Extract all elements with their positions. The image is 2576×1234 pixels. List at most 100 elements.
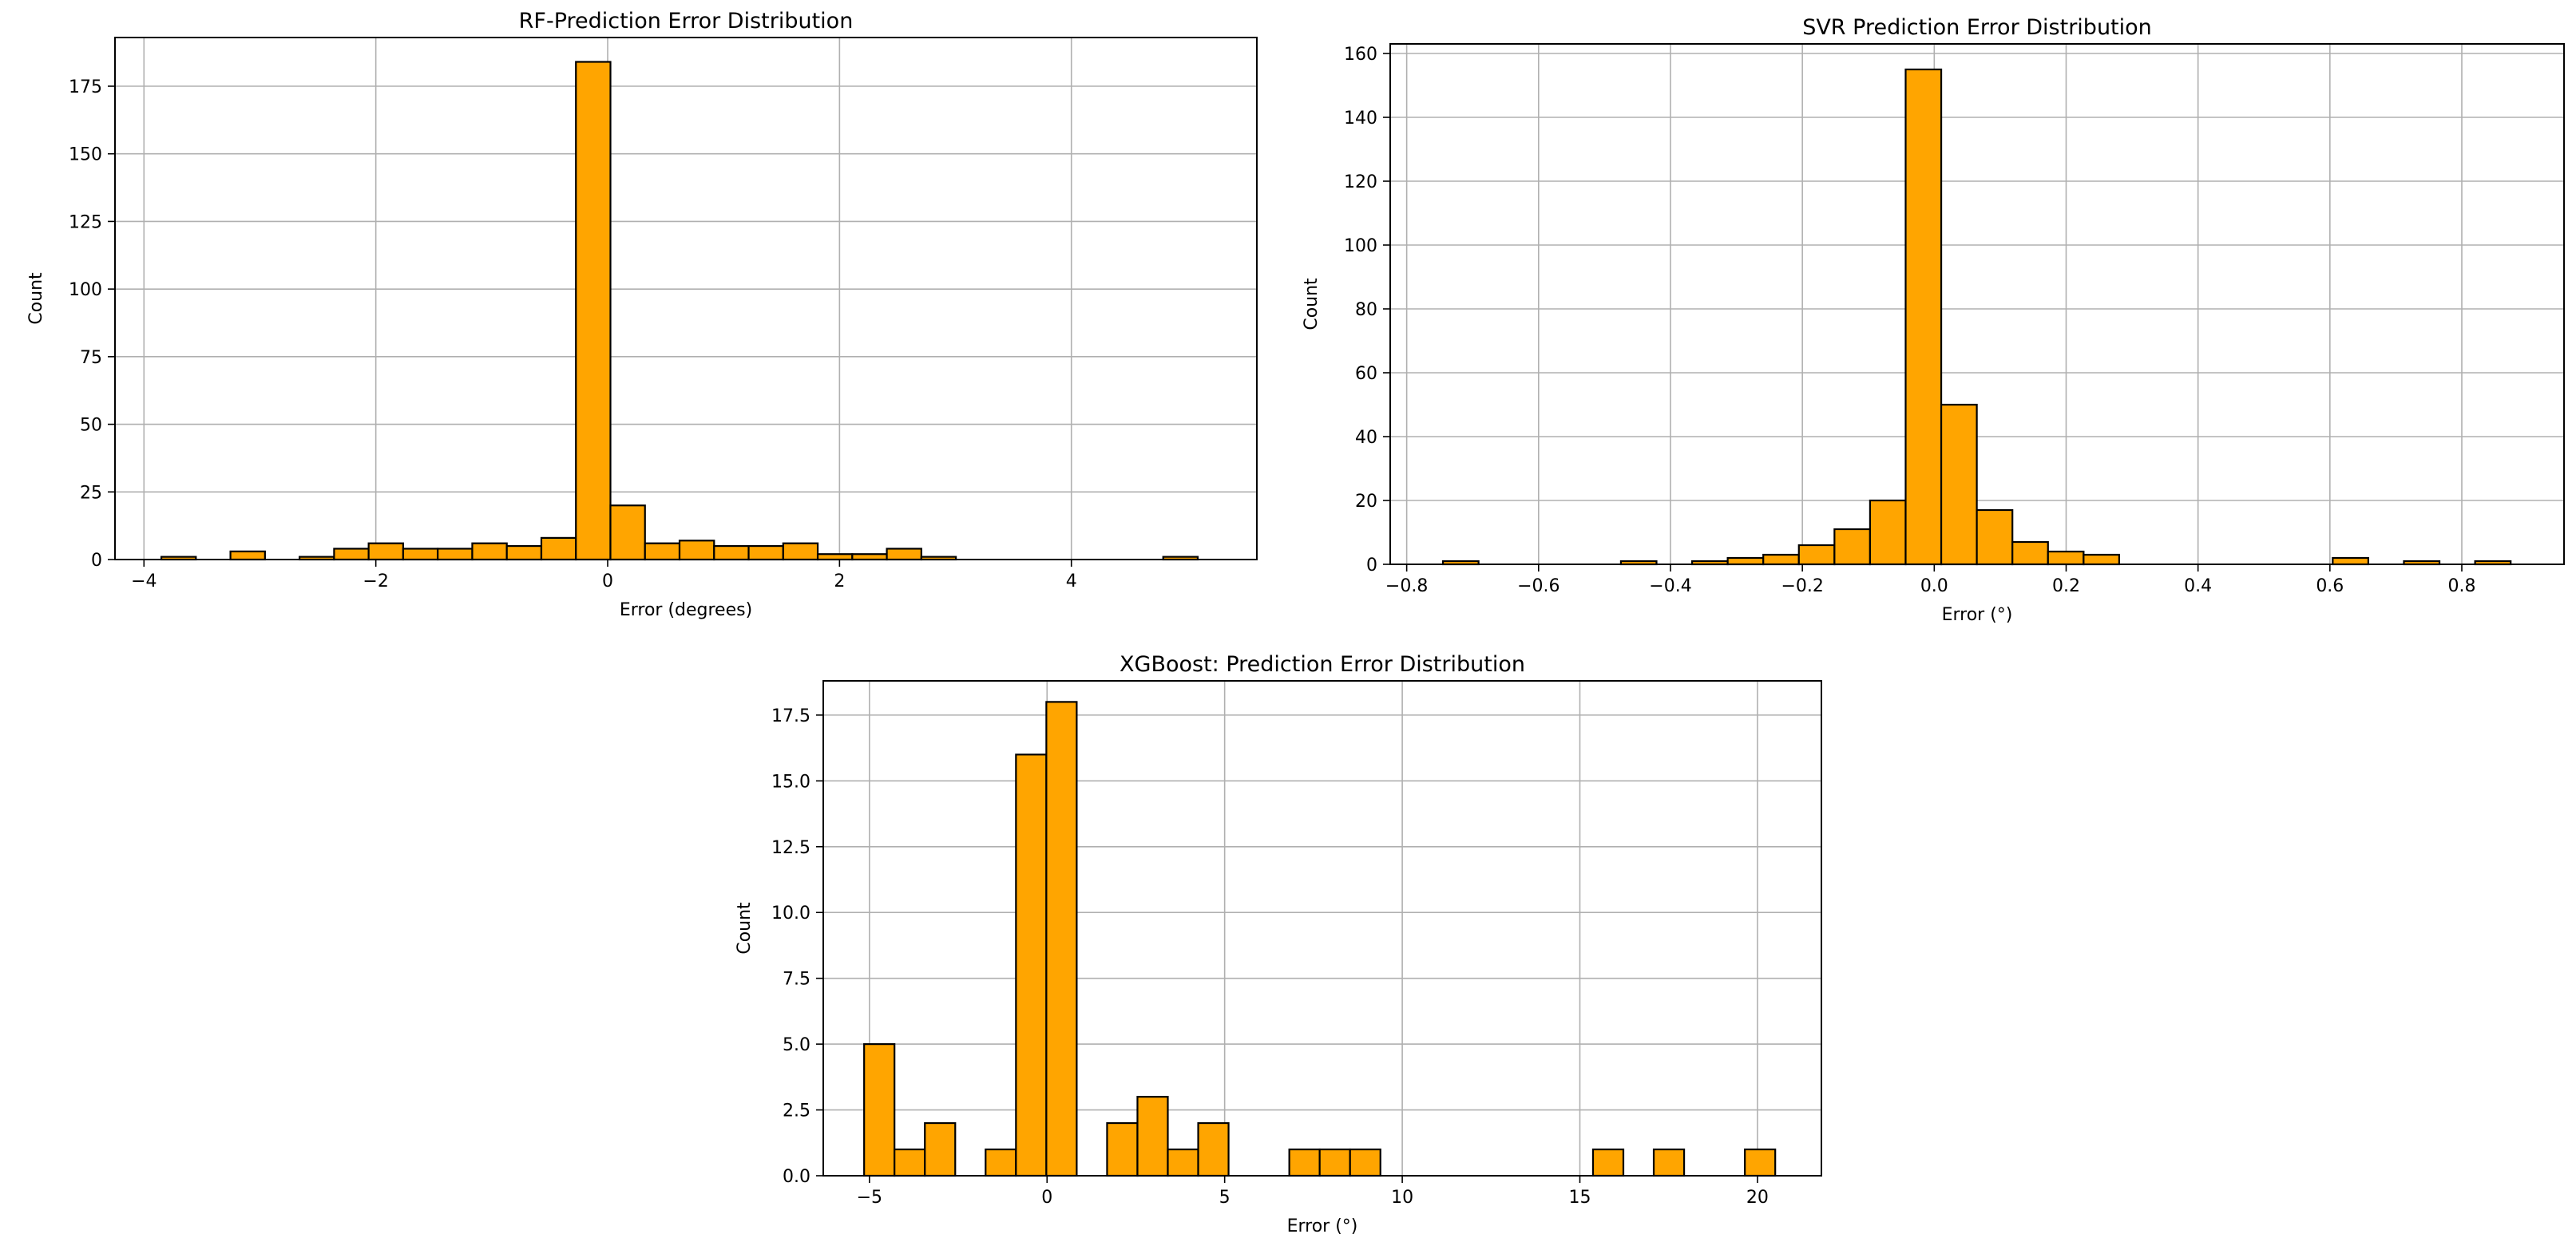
x-tick-label: −2 <box>363 572 388 591</box>
x-tick-label: 10 <box>1391 1188 1413 1208</box>
histogram-bar <box>644 542 681 561</box>
histogram-bar <box>851 553 888 561</box>
y-tick-label: 7.5 <box>783 970 810 990</box>
y-tick-label: 40 <box>1355 428 1377 448</box>
histogram-bar <box>2047 550 2085 566</box>
y-tick-label: 100 <box>69 280 102 300</box>
histogram-bar <box>1726 556 1765 566</box>
y-tick-label: 160 <box>1344 45 1377 65</box>
y-axis-label: Count <box>735 902 755 955</box>
histogram-bar <box>747 544 784 561</box>
x-tick-label: 0.2 <box>2052 576 2080 596</box>
chart-title: XGBoost: Prediction Error Distribution <box>1120 652 1525 677</box>
histogram-bar <box>437 548 474 561</box>
histogram-bar <box>1869 499 1907 566</box>
x-tick-label: 20 <box>1746 1188 1769 1208</box>
x-tick-label: 0.6 <box>2316 576 2344 596</box>
y-tick-label: 0 <box>91 551 102 571</box>
y-tick-label: 120 <box>1344 172 1377 192</box>
x-tick-label: −0.2 <box>1781 576 1823 596</box>
x-tick-label: −0.6 <box>1517 576 1559 596</box>
y-tick-label: 0.0 <box>783 1167 810 1187</box>
histogram-bar <box>1940 403 1978 566</box>
histogram-bar <box>540 536 577 561</box>
histogram-bar <box>1136 1095 1169 1177</box>
y-tick-label: 20 <box>1355 492 1377 512</box>
chart-title: SVR Prediction Error Distribution <box>1802 15 2152 40</box>
y-tick-label: 25 <box>80 483 102 503</box>
x-axis-label: Error (degrees) <box>620 600 752 620</box>
histogram-bar <box>229 550 266 561</box>
y-tick-label: 12.5 <box>771 838 810 858</box>
histogram-bar <box>1318 1148 1351 1177</box>
y-tick-label: 17.5 <box>771 706 810 726</box>
x-tick-label: 15 <box>1569 1188 1591 1208</box>
x-axis-label: Error (°) <box>1942 605 2013 625</box>
histogram-bar <box>782 542 819 561</box>
y-tick-label: 2.5 <box>783 1102 810 1121</box>
chart-3: −5 0 5 10 15 20 0.0 2.5 5.0 7.5 10.0 12.5 15.0 17.5 XG… <box>735 652 1822 1234</box>
y-tick-label: 140 <box>1344 109 1377 129</box>
histogram-bar <box>924 1121 957 1177</box>
y-tick-label: 100 <box>1344 236 1377 256</box>
x-tick-label: −0.4 <box>1649 576 1691 596</box>
y-tick-label: 10.0 <box>771 904 810 924</box>
x-tick-label: 0 <box>602 572 613 591</box>
histogram-bar <box>2332 556 2370 566</box>
plot-frame <box>822 680 1822 1177</box>
histogram-bar <box>816 553 854 561</box>
y-tick-label: 75 <box>80 348 102 368</box>
x-tick-label: −0.8 <box>1385 576 1428 596</box>
y-tick-label: 80 <box>1355 300 1377 320</box>
histogram-bar <box>863 1043 896 1177</box>
histogram-bar <box>1197 1121 1230 1177</box>
x-tick-label: 2 <box>834 572 845 591</box>
histogram-bar <box>1045 701 1078 1177</box>
histogram-bar <box>1106 1121 1139 1177</box>
histogram-bar <box>333 548 370 561</box>
y-tick-label: 60 <box>1355 364 1377 384</box>
histogram-bar <box>1833 528 1872 566</box>
x-tick-label: 4 <box>1066 572 1077 591</box>
histogram-bar <box>1797 544 1836 566</box>
y-tick-label: 5.0 <box>783 1035 810 1055</box>
histogram-bar <box>985 1148 1017 1177</box>
histogram-bar <box>1652 1148 1686 1177</box>
x-tick-label: −4 <box>131 572 157 591</box>
histogram-bar <box>1976 508 2014 566</box>
chart-title: RF-Prediction Error Distribution <box>519 9 854 34</box>
plot-frame <box>1389 43 2565 565</box>
x-tick-label: 0.0 <box>1920 576 1948 596</box>
x-tick-label: 5 <box>1219 1188 1231 1208</box>
histogram-bar <box>713 544 750 561</box>
y-axis-label: Count <box>1302 278 1322 330</box>
histogram-bar <box>367 542 405 561</box>
x-axis-label: Error (°) <box>1287 1216 1358 1234</box>
plot-frame <box>114 37 1258 560</box>
histogram-bar <box>2011 540 2049 566</box>
histogram-bar <box>1349 1148 1381 1177</box>
y-tick-label: 15.0 <box>771 772 810 792</box>
histogram-bar <box>1015 753 1048 1177</box>
histogram-bar <box>505 544 543 561</box>
chart-2: −0.8 −0.6 −0.4 −0.2 0.0 0.2 0.4 0.6 0.8 0 20 40 60 80… <box>1302 15 2565 625</box>
x-tick-label: −5 <box>857 1188 882 1208</box>
histogram-bar <box>1904 68 1943 566</box>
histogram-bar <box>894 1148 926 1177</box>
chart-1: −4 −2 0 2 4 0 25 50 75 100 125 150 175 RF-Prediction … <box>26 9 1258 620</box>
y-tick-label: 0 <box>1366 556 1377 575</box>
y-tick-label: 175 <box>69 77 102 97</box>
y-tick-label: 50 <box>80 416 102 436</box>
histogram-bar <box>402 548 439 561</box>
histogram-bar <box>678 540 715 561</box>
histogram-bar <box>2083 553 2121 566</box>
histogram-bar <box>1288 1148 1321 1177</box>
histogram-bar <box>471 542 508 561</box>
x-tick-label: 0 <box>1041 1188 1052 1208</box>
histogram-bar <box>575 61 612 561</box>
y-tick-label: 150 <box>69 145 102 165</box>
x-tick-label: 0.4 <box>2184 576 2212 596</box>
x-tick-label: 0.8 <box>2447 576 2475 596</box>
histogram-bar <box>1762 553 1800 566</box>
